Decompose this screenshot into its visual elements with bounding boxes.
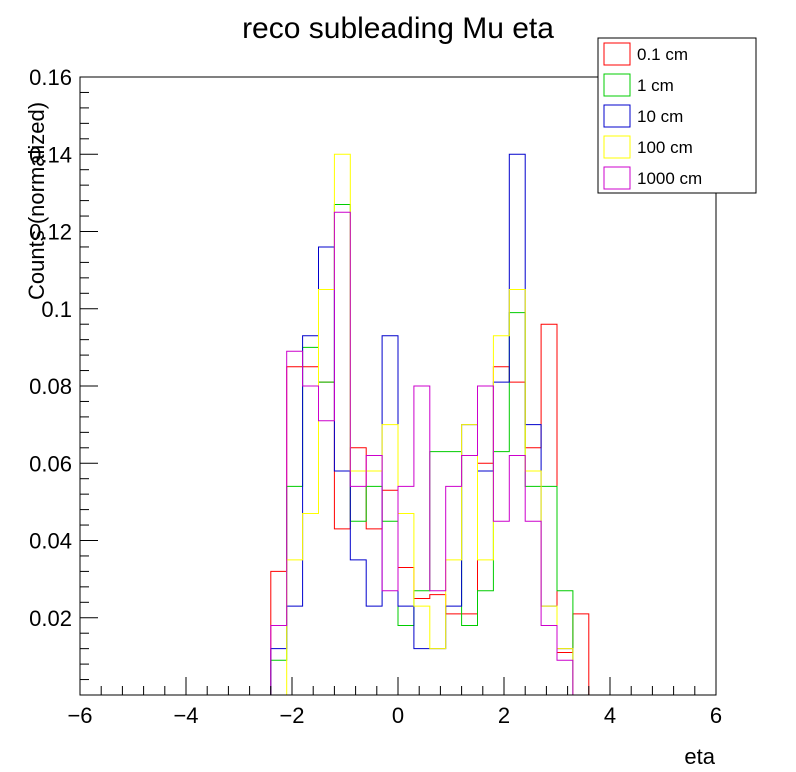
x-tick-label: 6 bbox=[710, 703, 722, 728]
legend-entries: 0.1 cm 1 cm 10 cm 100 cm 1000 cm bbox=[603, 42, 702, 190]
legend-swatch bbox=[603, 135, 631, 159]
legend-swatch bbox=[603, 73, 631, 97]
legend-label: 100 cm bbox=[637, 138, 693, 157]
x-tick-label: 0 bbox=[392, 703, 404, 728]
x-axis-label: eta bbox=[684, 744, 715, 769]
x-tick-label: 4 bbox=[604, 703, 616, 728]
legend: 0.1 cm 1 cm 10 cm 100 cm 1000 cm bbox=[597, 37, 757, 194]
y-tick-label: 0.14 bbox=[29, 142, 72, 167]
legend-label: 10 cm bbox=[637, 107, 683, 126]
axis-ticks bbox=[79, 76, 717, 696]
y-tick-label: 0.12 bbox=[29, 220, 72, 245]
y-tick-label: 0.1 bbox=[41, 297, 72, 322]
chart-title: reco subleading Mu eta bbox=[242, 12, 554, 45]
y-tick-label: 0.06 bbox=[29, 451, 72, 476]
histogram-series-group bbox=[80, 153, 716, 696]
x-tick-labels: −6 −4 −2 0 2 4 6 bbox=[67, 703, 722, 728]
y-tick-label: 0.08 bbox=[29, 374, 72, 399]
y-tick-label: 0.04 bbox=[29, 529, 72, 554]
legend-swatch bbox=[603, 166, 631, 190]
legend-label: 0.1 cm bbox=[637, 45, 688, 64]
y-axis-label: Counts (normalized) bbox=[24, 102, 49, 300]
legend-label: 1000 cm bbox=[637, 169, 702, 188]
legend-swatch bbox=[603, 42, 631, 66]
x-tick-label: −6 bbox=[67, 703, 92, 728]
legend-swatch bbox=[603, 104, 631, 128]
legend-label: 1 cm bbox=[637, 76, 674, 95]
y-tick-labels: 0.02 0.04 0.06 0.08 0.1 0.12 0.14 0.16 bbox=[29, 65, 72, 631]
x-tick-label: −4 bbox=[173, 703, 198, 728]
x-tick-label: 2 bbox=[498, 703, 510, 728]
y-tick-label: 0.02 bbox=[29, 606, 72, 631]
y-tick-label: 0.16 bbox=[29, 65, 72, 90]
x-tick-label: −2 bbox=[279, 703, 304, 728]
